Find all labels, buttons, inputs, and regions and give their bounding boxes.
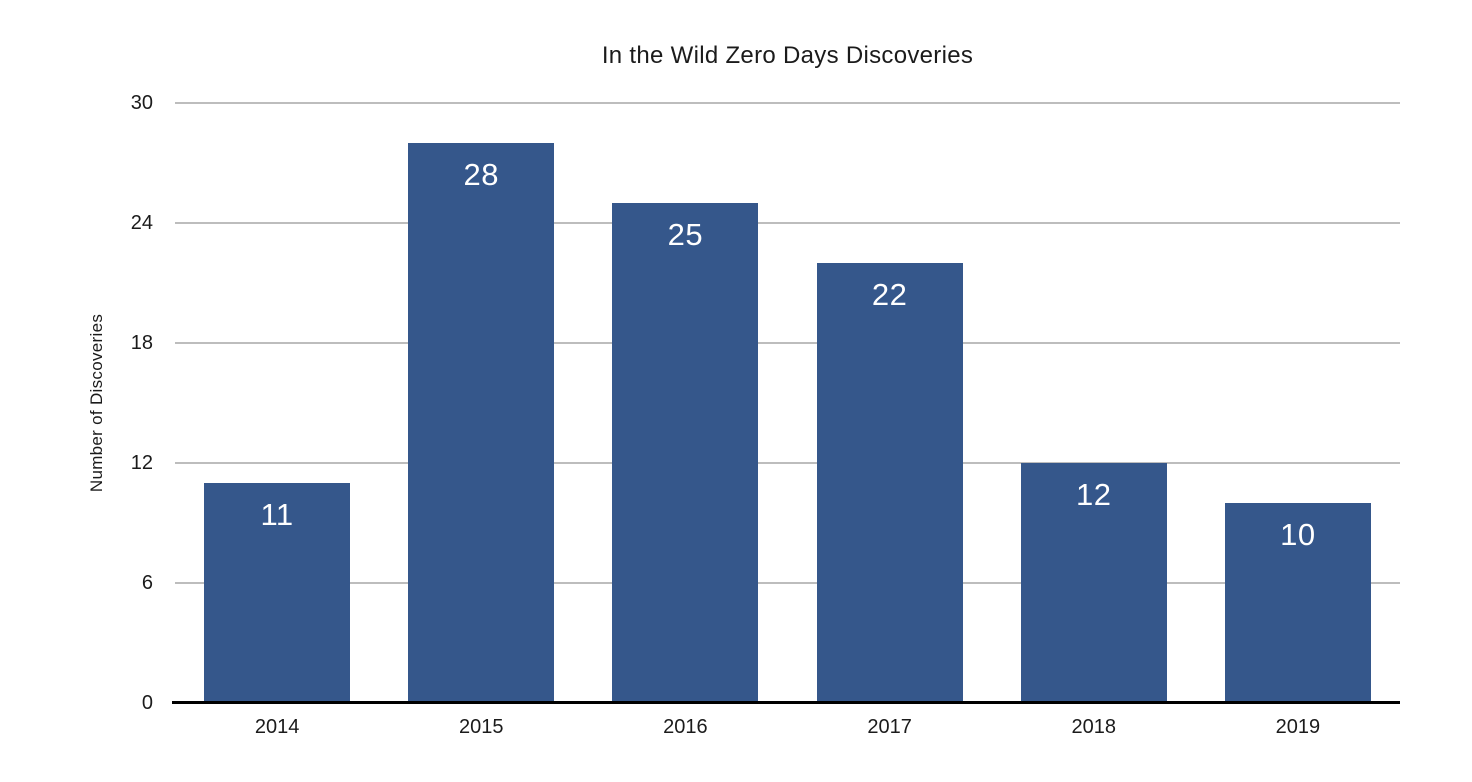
bar-value-label-2016: 25 (667, 217, 704, 252)
bar-2015: 28 (408, 143, 555, 703)
y-tick-label-24: 24 (130, 212, 153, 234)
y-tick-label-12: 12 (130, 452, 153, 474)
bar-value-label-2019: 10 (1280, 517, 1316, 552)
bar-2019: 10 (1224, 503, 1371, 703)
gridline-6 (175, 582, 1400, 584)
y-tick-label-30: 30 (130, 92, 153, 114)
bar-2016: 25 (612, 203, 759, 703)
plot-area: 11 28 25 22 12 10 (172, 102, 1400, 704)
bar-value-label-2017: 22 (871, 277, 908, 312)
x-tick-label-2019: 2019 (1275, 716, 1321, 738)
x-tick-label-2017: 2017 (867, 716, 912, 738)
bar-value-label-2014: 11 (260, 497, 294, 532)
y-tick-label-6: 6 (141, 572, 153, 594)
bar-2014: 11 (204, 483, 351, 703)
gridline-18 (175, 342, 1400, 344)
gridline-30 (175, 102, 1400, 104)
x-tick-label-2018: 2018 (1071, 716, 1117, 738)
x-axis-line (172, 701, 1400, 704)
bar-2018: 12 (1020, 463, 1167, 703)
bar-value-label-2018: 12 (1076, 477, 1112, 512)
bar-2017: 22 (816, 263, 963, 703)
y-tick-label-18: 18 (130, 332, 153, 354)
x-tick-label-2016: 2016 (663, 716, 708, 738)
chart-title: In the Wild Zero Days Discoveries (601, 42, 974, 69)
gridline-24 (175, 222, 1400, 224)
y-tick-label-0: 0 (141, 692, 153, 714)
bar-value-label-2015: 28 (463, 157, 499, 192)
x-tick-label-2014: 2014 (254, 716, 300, 738)
x-tick-label-2015: 2015 (459, 716, 504, 738)
gridline-12 (175, 462, 1400, 464)
